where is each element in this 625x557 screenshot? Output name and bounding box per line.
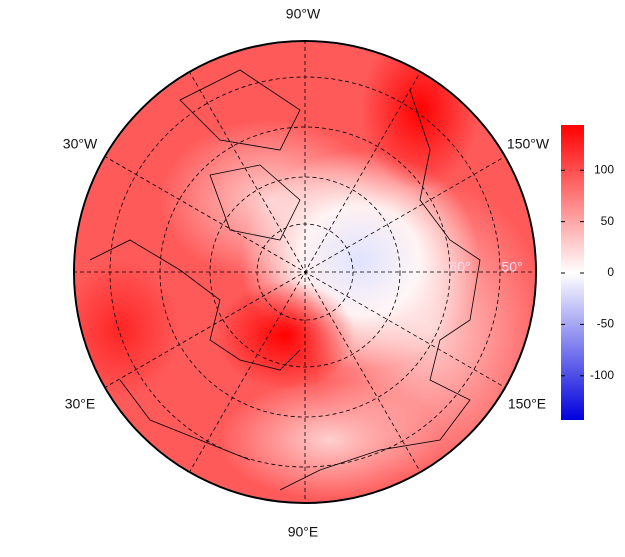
longitude-label: 150°W	[507, 136, 550, 152]
colorbar-tick-label: 0	[607, 265, 614, 279]
map-border	[73, 40, 537, 504]
colorbar-tick-label: -50	[597, 317, 615, 331]
longitude-label: 150°E	[508, 396, 546, 412]
field	[75, 42, 535, 502]
longitude-label: 90°W	[286, 6, 321, 22]
latitude-label: 60°	[449, 259, 470, 275]
longitude-label: 30°W	[63, 136, 98, 152]
longitude-label: 30°E	[65, 396, 96, 412]
colorbar	[561, 125, 584, 420]
longitude-label: 90°E	[288, 524, 319, 540]
colorbar-tick-label: 100	[594, 162, 614, 176]
colorbar-tick-label: 50	[601, 214, 615, 228]
latitude-label: 50°	[501, 259, 522, 275]
colorbar-tick-label: -100	[590, 368, 614, 382]
